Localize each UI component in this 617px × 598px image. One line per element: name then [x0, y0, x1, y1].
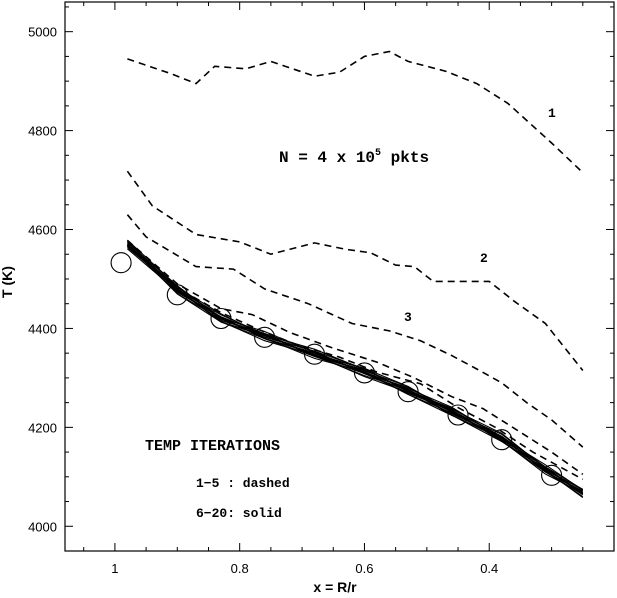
series-label-1: 1	[548, 106, 556, 121]
packet-count-exponent: 5	[375, 148, 381, 159]
legend-solid-text: 6−20: solid	[196, 506, 282, 521]
marker-circle	[397, 381, 419, 403]
dashed-iteration-line-2	[126, 170, 584, 371]
x-axis-title: x = R/r	[313, 579, 357, 595]
marker-circle	[166, 284, 188, 306]
x-tick-label: 0.6	[355, 561, 373, 576]
marker-circle	[303, 343, 326, 365]
plot-marks	[110, 50, 584, 499]
y-tick-label: 4200	[28, 420, 57, 435]
y-tick-label: 4600	[28, 223, 57, 238]
solid-iteration-line-20	[127, 239, 584, 494]
plot-frame	[64, 1, 615, 552]
marker-circle	[110, 252, 132, 274]
packet-count-annotation: N = 4 x 105 pkts	[279, 148, 429, 167]
marker-circle	[447, 404, 469, 426]
x-tick-label: 0.8	[231, 561, 249, 576]
marker-circle	[353, 362, 376, 384]
y-tick-label: 4000	[28, 519, 57, 534]
y-tick-label: 5000	[28, 25, 57, 40]
legend-dashed-text: 1−5 : dashed	[196, 476, 290, 491]
axis-tick-labels: 1 0.8 0.6 0.4 4000 4200 4400 4600 4800 5000	[28, 25, 498, 576]
y-axis-title: T (K)	[0, 266, 15, 298]
dashed-iteration-line-1	[127, 50, 584, 174]
x-tick-label: 1	[111, 561, 118, 576]
series-label-3: 3	[404, 310, 412, 325]
packet-count-suffix: pkts	[381, 149, 429, 167]
solid-iteration-line-18	[127, 240, 584, 490]
series-label-2: 2	[480, 251, 488, 266]
marker-circle	[210, 307, 232, 330]
dashed-iteration-line-5	[126, 244, 584, 481]
y-tick-label: 4800	[28, 124, 57, 139]
y-tick-label: 4400	[28, 321, 57, 336]
marker-circle	[491, 429, 513, 451]
x-tick-label: 0.4	[480, 561, 498, 576]
marker-circle	[541, 464, 563, 486]
dashed-iteration-line-4	[126, 239, 584, 475]
axis-ticks	[65, 2, 614, 552]
legend-title: TEMP ITERATIONS	[145, 438, 280, 455]
dashed-iteration-line-3	[126, 214, 584, 448]
marker-circle	[254, 326, 276, 348]
packet-count-prefix: N = 4 x 10	[279, 149, 375, 167]
